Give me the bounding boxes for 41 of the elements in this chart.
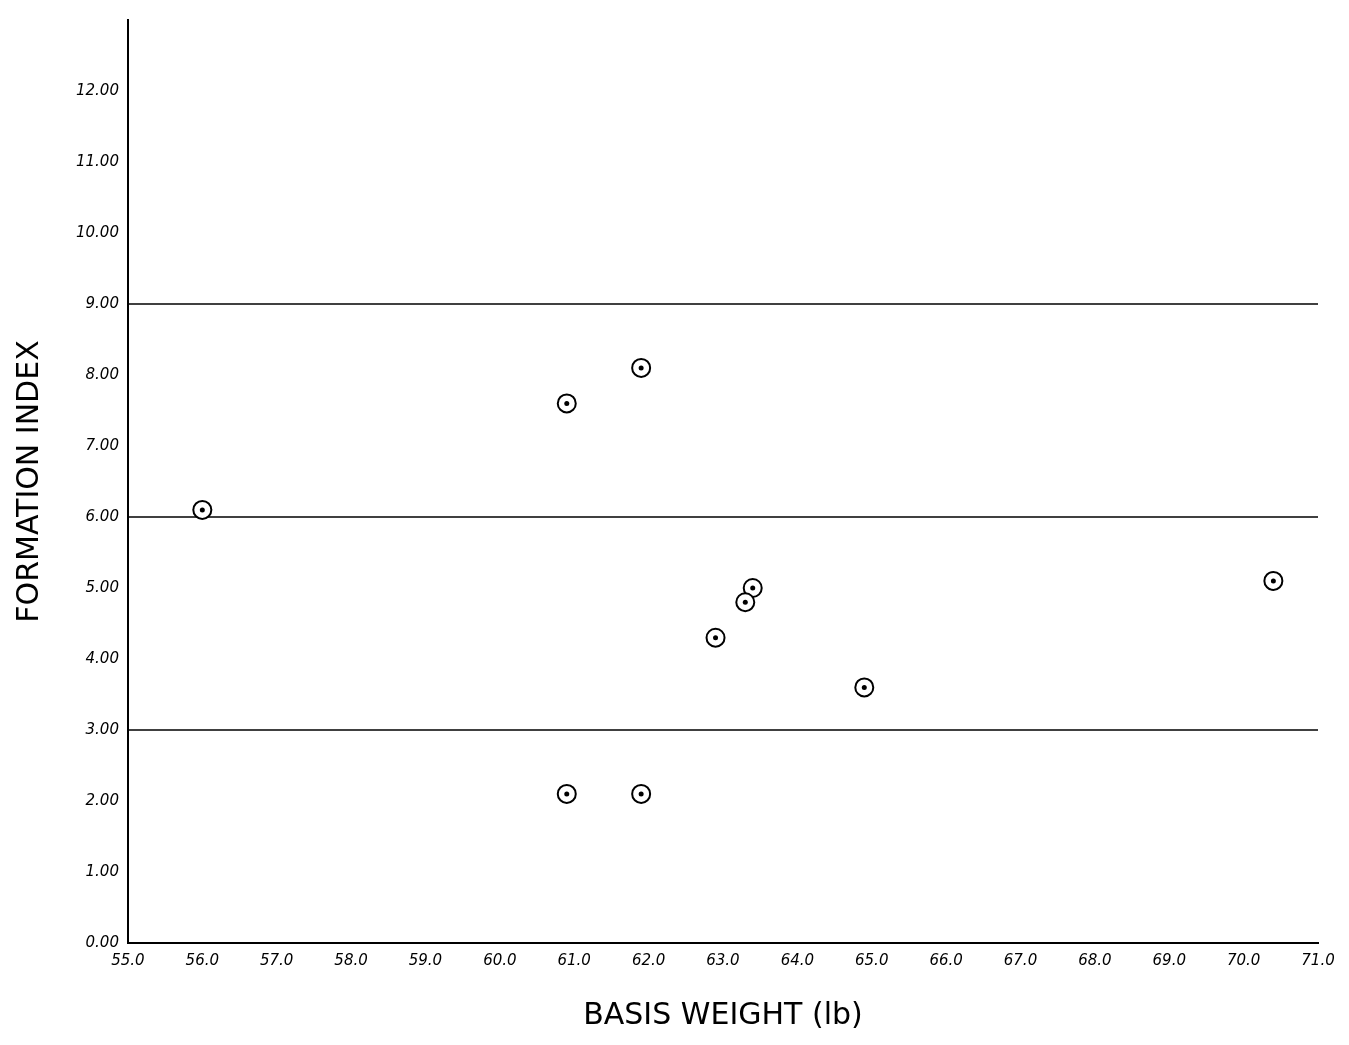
y-tick-label: 12.00 [75,80,119,99]
y-tick-label: 2.00 [85,790,119,809]
x-tick-label: 66.0 [929,950,963,969]
y-tick-label: 7.00 [85,435,119,454]
x-tick-label: 70.0 [1226,950,1261,969]
y-tick-label: 4.00 [85,648,119,667]
x-tick-label: 71.0 [1301,950,1335,969]
x-tick-label: 55.0 [111,950,145,969]
point [631,357,652,378]
x-tick-label: 56.0 [185,950,220,969]
y-tick-label: 0.00 [85,932,119,951]
point [556,783,577,804]
point [705,627,726,648]
y-tick-label: 8.00 [85,364,119,383]
y-tick-label: 1.00 [85,861,119,880]
point [735,592,756,613]
y-axis-title: FORMATION INDEX [9,340,45,623]
x-tick-label: 69.0 [1152,950,1186,969]
y-tick-label: 6.00 [85,506,119,525]
x-tick-label: 62.0 [631,950,666,969]
point [1263,570,1284,591]
point [192,499,213,520]
x-tick-label: 59.0 [408,950,443,969]
x-tick-label: 68.0 [1078,950,1112,969]
point [556,393,577,414]
x-tick-label: 64.0 [780,950,815,969]
point [854,677,875,698]
x-axis-title: BASIS WEIGHT (lb) [583,995,863,1031]
x-tick-label: 58.0 [334,950,368,969]
x-tick-label: 63.0 [706,950,740,969]
x-tick-label: 57.0 [260,950,294,969]
x-tick-label: 67.0 [1003,950,1038,969]
x-tick-label: 65.0 [855,950,889,969]
point [631,783,652,804]
y-tick-label: 11.00 [75,151,119,170]
x-tick-label: 61.0 [557,950,591,969]
y-tick-label: 5.00 [85,577,119,596]
y-tick-label: 10.00 [75,222,119,241]
y-tick-label: 3.00 [85,719,119,738]
x-tick-label: 60.0 [483,950,517,969]
y-tick-label: 9.00 [85,293,119,312]
